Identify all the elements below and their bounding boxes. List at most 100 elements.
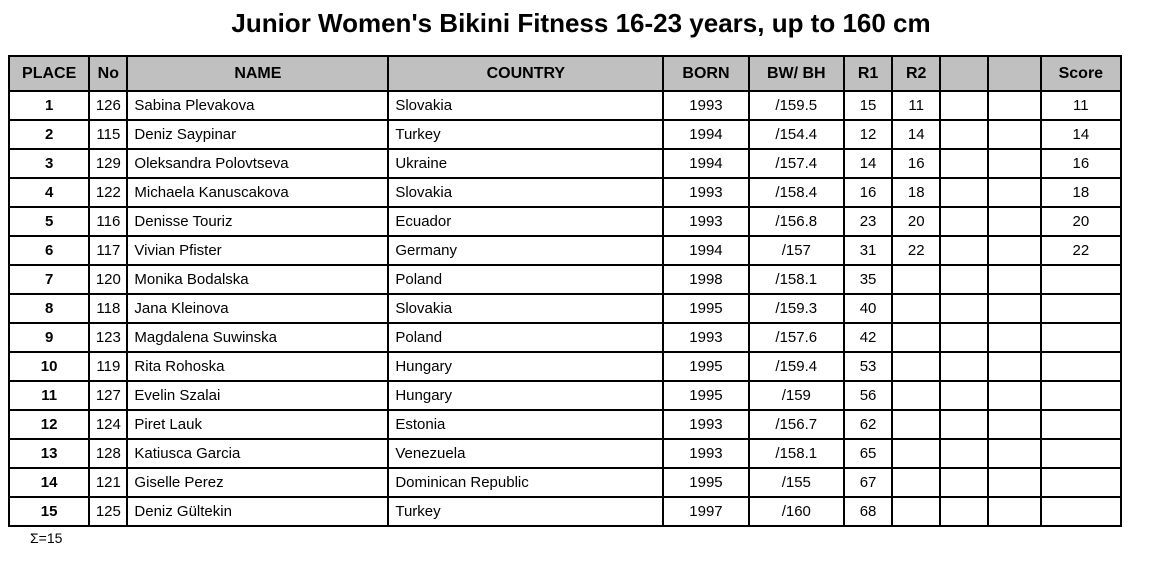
cell-score — [1039, 322, 1123, 353]
cell-bwbh: /159.5 — [747, 90, 845, 121]
cell-r2: 16 — [891, 148, 942, 179]
cell-r2 — [891, 496, 942, 527]
cell-r2 — [891, 322, 942, 353]
column-header-bwbh: BW/ BH — [747, 55, 845, 92]
cell-born: 1995 — [662, 351, 750, 382]
cell-extra2 — [987, 90, 1042, 121]
cell-r1: 15 — [842, 90, 894, 121]
cell-no: 129 — [88, 148, 129, 179]
cell-name: Giselle Perez — [126, 467, 390, 498]
cell-born: 1995 — [662, 293, 750, 324]
column-header-score: Score — [1039, 55, 1123, 92]
cell-bwbh: /155 — [747, 467, 845, 498]
cell-no: 126 — [88, 90, 129, 121]
cell-bwbh: /154.4 — [747, 119, 845, 150]
cell-name: Deniz Gültekin — [126, 496, 390, 527]
cell-bwbh: /159.3 — [747, 293, 845, 324]
cell-score — [1039, 293, 1123, 324]
table-row: 3 129 Oleksandra Polovtseva Ukraine 1994/157… — [7, 148, 1123, 179]
cell-place: 1 — [7, 90, 91, 121]
cell-country: Estonia — [387, 409, 665, 440]
cell-score — [1039, 380, 1123, 411]
cell-country: Slovakia — [387, 293, 665, 324]
cell-place: 7 — [7, 264, 91, 295]
cell-name: Deniz Saypinar — [126, 119, 390, 150]
cell-no: 127 — [88, 380, 129, 411]
cell-no: 124 — [88, 409, 129, 440]
table-row: 8 118 Jana Kleinova Slovakia 1995/159.3 40 — [7, 293, 1123, 324]
cell-r1: 65 — [842, 438, 894, 469]
cell-score — [1039, 264, 1123, 295]
cell-name: Oleksandra Polovtseva — [126, 148, 390, 179]
cell-extra1 — [939, 438, 990, 469]
cell-extra1 — [939, 235, 990, 266]
cell-r1: 62 — [842, 409, 894, 440]
cell-name: Michaela Kanuscakova — [126, 177, 390, 208]
cell-bwbh: /160 — [747, 496, 845, 527]
cell-r1: 14 — [842, 148, 894, 179]
cell-place: 3 — [7, 148, 91, 179]
table-row: 7 120 Monika Bodalska Poland 1998/158.1 35 — [7, 264, 1123, 295]
cell-bwbh: /158.1 — [747, 264, 845, 295]
cell-r1: 56 — [842, 380, 894, 411]
cell-extra2 — [987, 148, 1042, 179]
cell-name: Sabina Plevakova — [126, 90, 390, 121]
column-header-country: COUNTRY — [387, 55, 665, 92]
table-row: 2 115 Deniz Saypinar Turkey 1994/154.4 12 14 14 — [7, 119, 1123, 150]
cell-name: Evelin Szalai — [126, 380, 390, 411]
cell-score — [1039, 351, 1123, 382]
cell-bwbh: /158.4 — [747, 177, 845, 208]
cell-bwbh: /158.1 — [747, 438, 845, 469]
cell-place: 13 — [7, 438, 91, 469]
cell-extra2 — [987, 409, 1042, 440]
cell-country: Slovakia — [387, 177, 665, 208]
cell-r2: 18 — [891, 177, 942, 208]
cell-name: Jana Kleinova — [126, 293, 390, 324]
table-row: 12 124 Piret Lauk Estonia 1993/156.7 62 — [7, 409, 1123, 440]
cell-no: 120 — [88, 264, 129, 295]
cell-born: 1993 — [662, 322, 750, 353]
page-title: Junior Women's Bikini Fitness 16-23 year… — [231, 8, 931, 38]
cell-r1: 35 — [842, 264, 894, 295]
cell-r1: 68 — [842, 496, 894, 527]
cell-bwbh: /156.7 — [747, 409, 845, 440]
cell-name: Denisse Touriz — [126, 206, 390, 237]
cell-extra1 — [939, 322, 990, 353]
column-header-no: No — [88, 55, 129, 92]
table-row: 1 126 Sabina Plevakova Slovakia 1993/159.5 15… — [7, 90, 1123, 121]
column-header-name: NAME — [126, 55, 390, 92]
cell-r2: 11 — [891, 90, 942, 121]
cell-country: Poland — [387, 322, 665, 353]
cell-place: 5 — [7, 206, 91, 237]
cell-score: 14 — [1039, 119, 1123, 150]
cell-extra1 — [939, 409, 990, 440]
cell-place: 12 — [7, 409, 91, 440]
cell-r1: 23 — [842, 206, 894, 237]
cell-place: 4 — [7, 177, 91, 208]
cell-score: 22 — [1039, 235, 1123, 266]
cell-extra2 — [987, 264, 1042, 295]
cell-name: Vivian Pfister — [126, 235, 390, 266]
cell-score — [1039, 409, 1123, 440]
cell-r2: 20 — [891, 206, 942, 237]
cell-country: Hungary — [387, 351, 665, 382]
cell-extra1 — [939, 293, 990, 324]
cell-r1: 12 — [842, 119, 894, 150]
cell-name: Katiusca Garcia — [126, 438, 390, 469]
table-row: 14 121 Giselle Perez Dominican Republic 1995… — [7, 467, 1123, 498]
table-row: 15 125 Deniz Gültekin Turkey 1997/160 68 — [7, 496, 1123, 527]
cell-place: 10 — [7, 351, 91, 382]
cell-born: 1994 — [662, 148, 750, 179]
cell-extra1 — [939, 496, 990, 527]
cell-r2 — [891, 438, 942, 469]
cell-extra1 — [939, 177, 990, 208]
cell-bwbh: /157.4 — [747, 148, 845, 179]
cell-extra2 — [987, 438, 1042, 469]
cell-extra2 — [987, 293, 1042, 324]
cell-country: Poland — [387, 264, 665, 295]
cell-extra2 — [987, 380, 1042, 411]
cell-extra1 — [939, 148, 990, 179]
cell-extra1 — [939, 380, 990, 411]
cell-country: Germany — [387, 235, 665, 266]
cell-place: 2 — [7, 119, 91, 150]
